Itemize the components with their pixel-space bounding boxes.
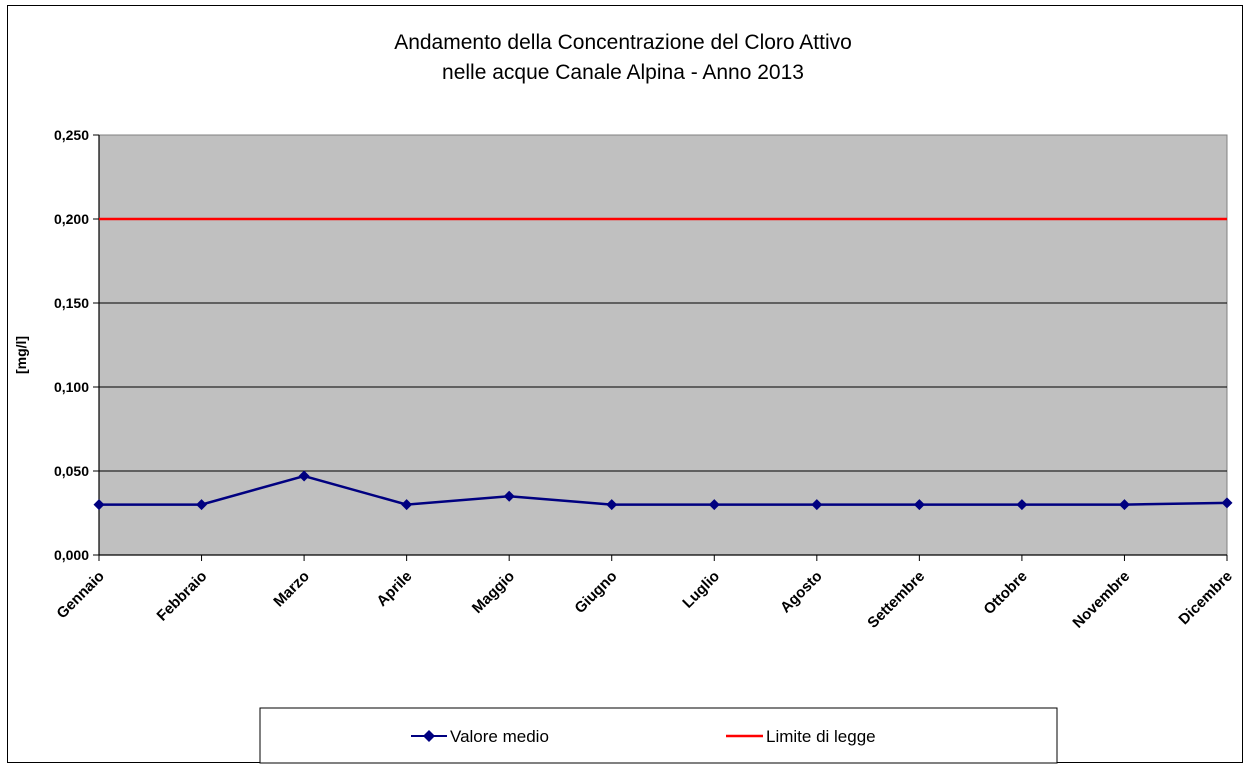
data-point-marker [503,490,515,502]
y-tick-label: 0,100 [54,379,89,395]
data-point-marker [1016,499,1028,511]
x-tick-label: Agosto [777,568,826,617]
plot-area [98,134,1228,556]
chart-title-line-2: nelle acque Canale Alpina - Anno 2013 [442,61,804,84]
series-line-valore-medio [99,474,1228,506]
legend-valore-medio-label: Valore medio [450,727,549,746]
y-tick-label: 0,150 [54,295,89,311]
y-tick-label: 0,200 [54,211,89,227]
data-point-marker [1221,497,1233,509]
y-tick-label: 0,250 [54,127,89,143]
x-tick-label: Gennaio [53,568,107,622]
data-point-marker [196,499,208,511]
legend-box [259,707,1058,764]
x-tick-label: Maggio [469,568,518,617]
data-point-marker [606,499,618,511]
chart-title-line-1: Andamento della Concentrazione del Cloro… [394,31,852,54]
data-point-marker [298,470,310,482]
data-point-marker [913,499,925,511]
x-tick-label: Ottobre [980,568,1030,618]
data-point-marker [811,499,823,511]
x-tick-label: Febbraio [154,568,211,625]
data-point-marker [708,499,720,511]
x-tick-label: Giugno [571,568,620,617]
y-tick-label: 0,000 [54,547,89,563]
data-point-marker [1118,499,1130,511]
x-tick-label: Dicembre [1175,568,1235,628]
x-tick-label: Novembre [1069,568,1133,632]
data-point-marker [93,499,105,511]
legend-limite-label: Limite di legge [766,727,876,746]
legend: Valore medio Limite di legge [259,707,1058,764]
data-point-marker [401,499,413,511]
y-tick-label: 0,050 [54,463,89,479]
x-tick-label: Settembre [864,568,928,632]
x-tick-labels: Gennaio Febbraio Marzo Aprile Maggio Giugno Lu… [53,568,1235,632]
x-tick-label: Marzo [270,568,313,611]
series-layer [93,217,1233,511]
y-tick-labels: 0,000 0,050 0,100 0,150 0,200 0,250 [54,127,89,563]
x-tick-label: Aprile [373,568,415,610]
y-axis-label: [mg/l] [13,336,29,374]
legend-valore-medio-marker [423,730,435,742]
x-tick-label: Luglio [679,568,723,612]
